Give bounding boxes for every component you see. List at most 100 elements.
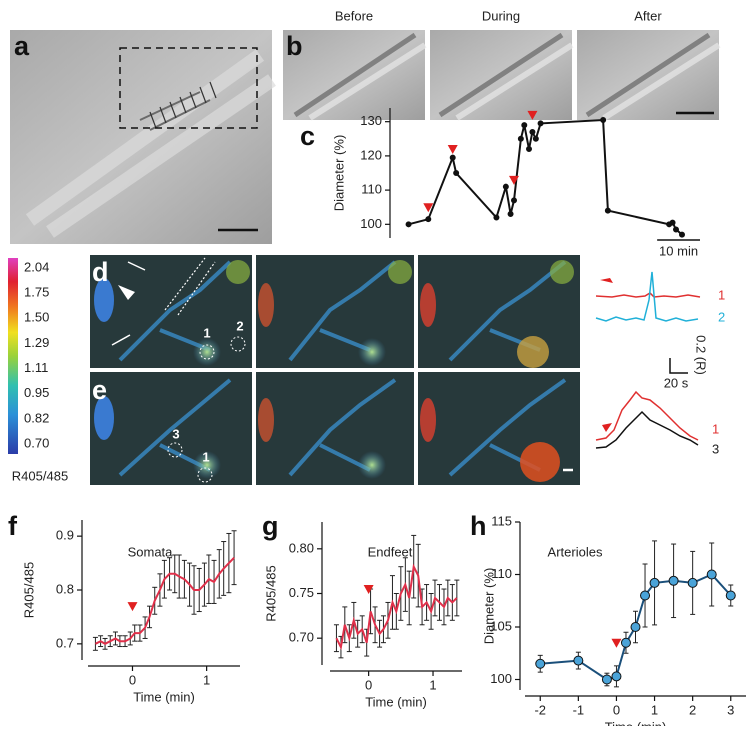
cell <box>226 260 250 284</box>
x-tick-label: 0 <box>613 702 620 717</box>
cell <box>258 283 274 327</box>
colorbar-tick-label: 0.82 <box>24 410 49 425</box>
point <box>670 220 675 225</box>
point <box>494 215 499 220</box>
x-tick-label: 1 <box>429 677 436 692</box>
y-tick-label: 0.80 <box>289 540 314 555</box>
chart-title: Endfeet <box>368 544 413 559</box>
cell <box>550 260 574 284</box>
point <box>512 198 517 203</box>
y-tick-label: 0.7 <box>56 635 74 650</box>
point <box>406 222 411 227</box>
point <box>450 155 455 160</box>
colorbar-tick-label: 1.11 <box>24 360 48 375</box>
y-axis-label: Diameter (%) <box>331 135 346 212</box>
panel-label: h <box>470 511 487 541</box>
y-tick-label: 0.75 <box>289 585 314 600</box>
x-tick-label: 0 <box>129 672 136 687</box>
image <box>256 372 414 485</box>
scale-label: 20 s <box>664 375 689 390</box>
fluorescence-images <box>90 255 580 485</box>
x-tick-label: 3 <box>727 702 734 717</box>
scale-label: 0.2 (R) <box>694 335 709 375</box>
point <box>641 591 650 600</box>
stimulus-marker <box>602 423 612 432</box>
colorbar <box>8 258 18 454</box>
point <box>602 675 611 684</box>
x-tick-label: -1 <box>573 702 585 717</box>
point <box>508 212 513 217</box>
trace-label: 2 <box>718 309 725 324</box>
point <box>454 171 459 176</box>
event-marker <box>127 602 137 611</box>
x-axis-label: Time (min) <box>605 719 667 726</box>
panel-label: d <box>92 257 109 287</box>
point <box>538 121 543 126</box>
y-tick-label: 100 <box>490 671 512 686</box>
panel-label: c <box>300 121 315 151</box>
cell <box>420 283 436 327</box>
colorbar-tick-label: 1.50 <box>24 310 49 325</box>
image-title: During <box>482 8 520 23</box>
y-tick-label: 0.8 <box>56 581 74 596</box>
point <box>674 227 679 232</box>
point <box>601 117 606 122</box>
colorbar-label: R405/485 <box>12 468 68 483</box>
cell <box>520 442 560 482</box>
point <box>574 656 583 665</box>
point <box>530 129 535 134</box>
trace-label: 3 <box>712 441 719 456</box>
cell <box>358 451 386 479</box>
x-tick-label: 0 <box>365 677 372 692</box>
y-axis-label: Diameter (%) <box>481 568 496 645</box>
y-tick-label: 115 <box>491 513 512 528</box>
y-tick-label: 0.9 <box>56 528 74 543</box>
figure: a b Before During After c R405/485 <box>0 0 749 726</box>
stimulus-marker <box>600 278 613 283</box>
point <box>688 578 697 587</box>
x-tick-label: 2 <box>689 702 696 717</box>
panel-label: e <box>92 375 107 405</box>
colorbar-tick-label: 0.95 <box>24 385 49 400</box>
colorbar-tick-label: 2.04 <box>24 259 49 274</box>
point <box>522 123 527 128</box>
chart-title: Somata <box>128 544 174 559</box>
roi-label: 1 <box>202 449 209 464</box>
event-marker <box>611 639 621 648</box>
y-tick-label: 0.70 <box>289 630 314 645</box>
x-axis-label: Time (min) <box>365 694 427 709</box>
line <box>336 567 456 647</box>
point <box>426 217 431 222</box>
event-marker <box>448 145 458 154</box>
panel-label: b <box>286 31 303 61</box>
trace <box>596 293 700 297</box>
cell <box>258 398 274 442</box>
event-marker <box>509 176 519 185</box>
colorbar-tick-label: 1.75 <box>24 285 49 300</box>
x-tick-label: -2 <box>534 702 546 717</box>
cell <box>358 338 386 366</box>
y-tick-label: 120 <box>360 147 382 162</box>
trace-label: 1 <box>718 287 725 302</box>
point <box>726 591 735 600</box>
point <box>631 623 640 632</box>
y-tick-label: 100 <box>360 216 382 231</box>
point <box>650 578 659 587</box>
image-title: After <box>634 8 662 23</box>
y-tick-label: 130 <box>360 113 382 128</box>
point <box>612 672 621 681</box>
roi-label: 2 <box>236 318 243 333</box>
point <box>605 208 610 213</box>
y-axis-label: R405/485 <box>263 565 278 621</box>
cell <box>420 398 436 442</box>
point <box>680 232 685 237</box>
y-axis-label: R405/485 <box>21 562 36 618</box>
point <box>669 576 678 585</box>
panel-label: f <box>8 511 18 541</box>
point <box>707 570 716 579</box>
panel-label: a <box>14 31 30 61</box>
point <box>527 147 532 152</box>
colorbar-tick-label: 0.70 <box>24 435 49 450</box>
scale-bar <box>670 358 688 373</box>
y-tick-label: 110 <box>361 182 382 197</box>
